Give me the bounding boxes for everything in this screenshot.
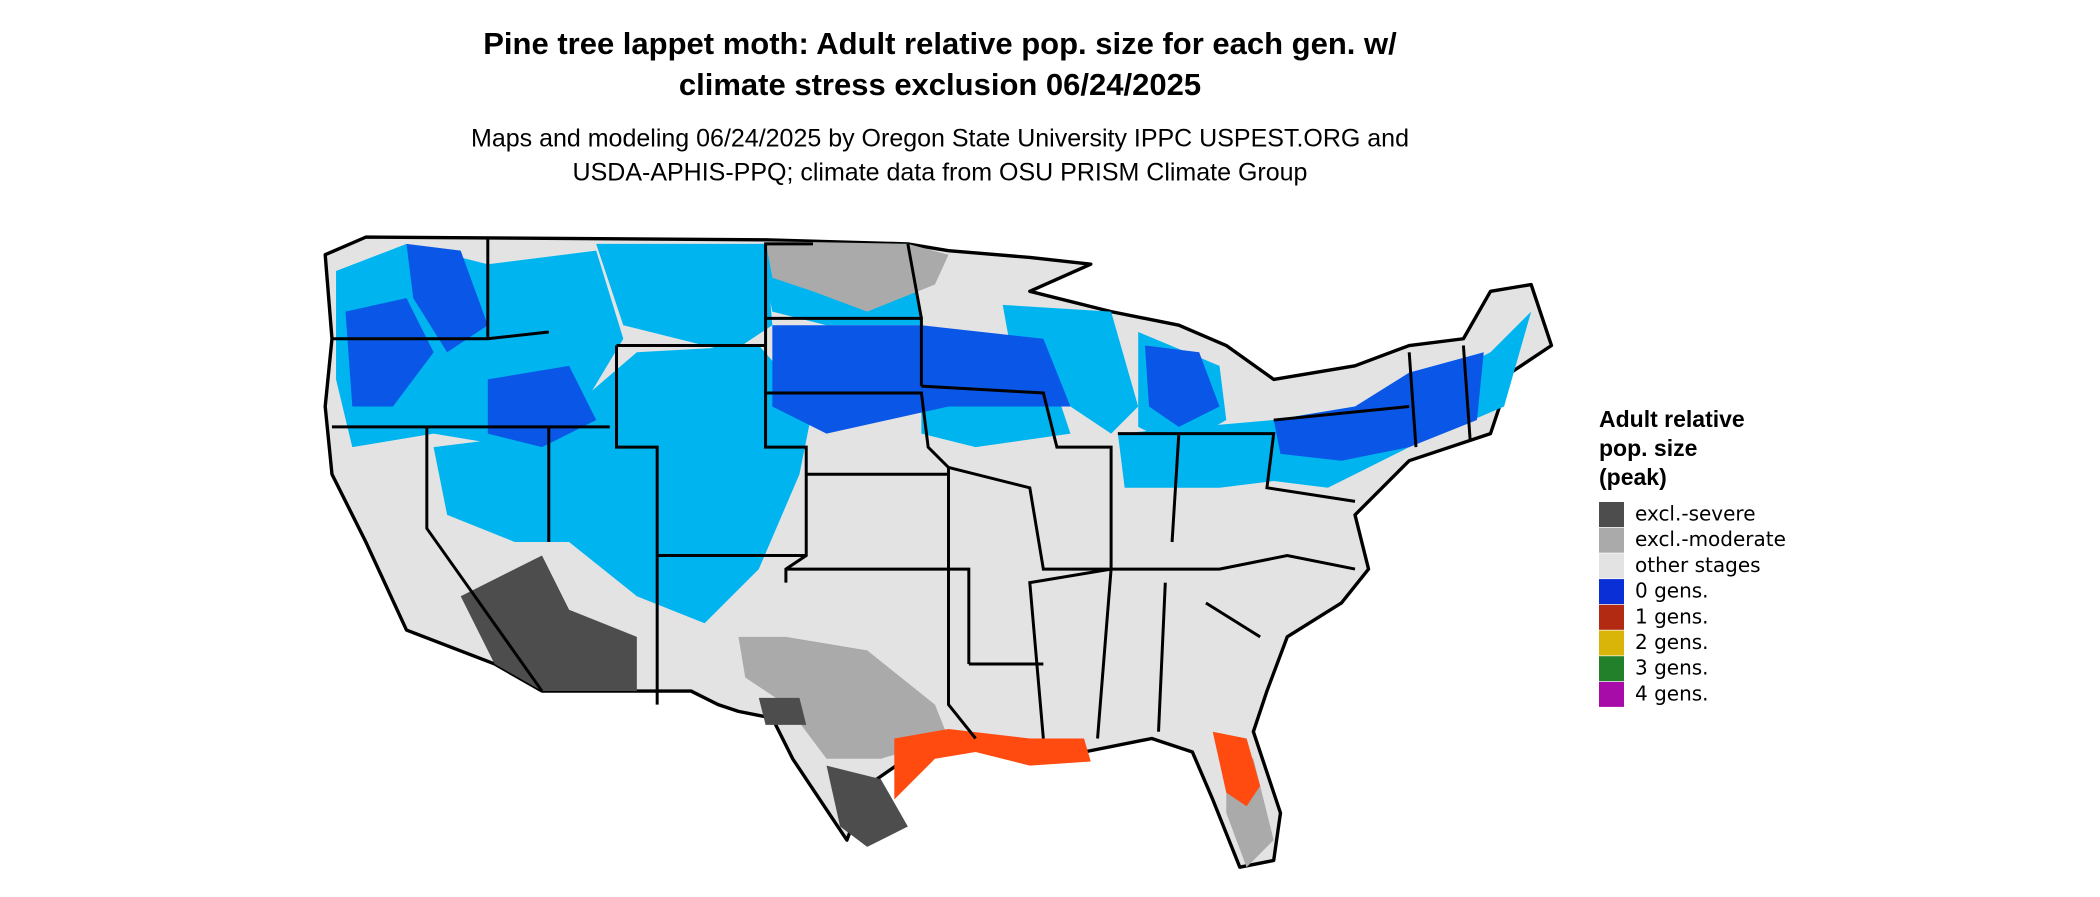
legend-swatch xyxy=(1599,656,1624,682)
legend-title-line: Adult relative xyxy=(1599,406,1745,432)
one-generation-areas xyxy=(894,728,1261,807)
legend-label: excl.-moderate xyxy=(1635,527,1786,551)
state-borders xyxy=(331,237,1472,740)
title-line: climate stress exclusion 06/24/2025 xyxy=(679,67,1201,102)
legend-title-line: pop. size xyxy=(1599,435,1697,461)
legend-label: 4 gens. xyxy=(1635,681,1709,705)
legend-title-line: (peak) xyxy=(1599,464,1667,490)
moderate-exclusion-areas xyxy=(738,241,1274,868)
legend-swatch xyxy=(1599,630,1624,656)
title-line: Pine tree lappet moth: Adult relative po… xyxy=(483,26,1397,61)
legend: Adult relative pop. size (peak) excl.-sever… xyxy=(1599,406,1786,707)
severe-exclusion-areas xyxy=(460,555,908,847)
legend-swatch xyxy=(1599,579,1624,605)
legend-swatch xyxy=(1599,681,1624,707)
us-map xyxy=(323,235,1554,869)
legend-label: 3 gens. xyxy=(1635,656,1709,680)
legend-label: excl.-severe xyxy=(1635,502,1756,526)
legend-swatch xyxy=(1599,604,1624,630)
legend-label: other stages xyxy=(1635,553,1761,577)
legend-label: 1 gens. xyxy=(1635,604,1709,628)
legend-swatch xyxy=(1599,553,1624,579)
legend-swatch xyxy=(1599,502,1624,527)
subtitle-line: Maps and modeling 06/24/2025 by Oregon S… xyxy=(471,125,1409,153)
legend-swatch xyxy=(1599,527,1624,553)
legend-label: 0 gens. xyxy=(1635,579,1709,603)
legend-label: 2 gens. xyxy=(1635,630,1709,654)
subtitle-line: USDA-APHIS-PPQ; climate data from OSU PR… xyxy=(573,159,1308,187)
